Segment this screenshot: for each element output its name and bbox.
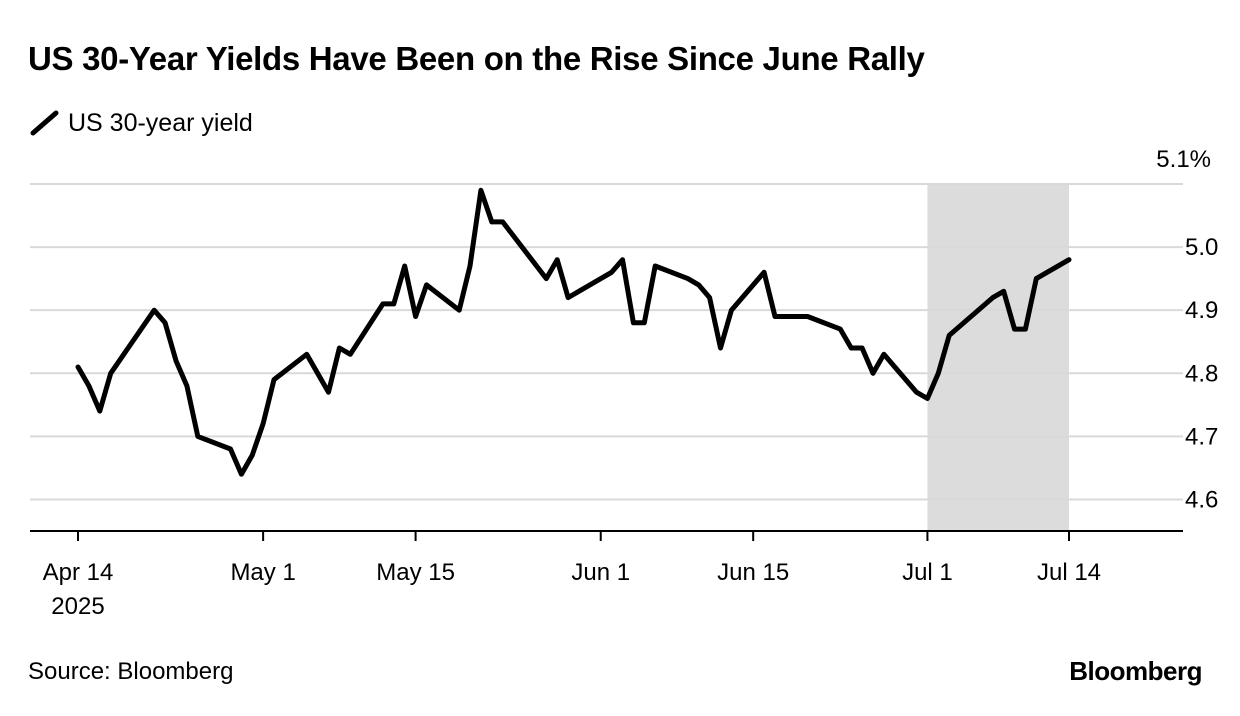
brand-logo: Bloomberg	[1069, 656, 1202, 686]
y-tick-label: 4.7	[1185, 423, 1218, 450]
line-chart: 5.1% 5.0 4.9 4.8 4.7 4.6 Apr 14 2025 May 1 May 1…	[30, 146, 1218, 620]
legend: US 30-year yield	[30, 106, 253, 140]
x-tick-label: May 15	[376, 559, 455, 586]
highlight-band	[927, 184, 1069, 531]
legend-label: US 30-year yield	[68, 108, 253, 137]
chart-title: US 30-Year Yields Have Been on the Rise …	[28, 40, 925, 77]
x-tick-label: Apr 14	[43, 559, 114, 586]
x-tick-sublabel: 2025	[51, 593, 104, 620]
x-tick-label: Jun 1	[571, 559, 630, 586]
y-tick-label: 4.6	[1185, 486, 1218, 513]
y-tick-label: 5.1%	[1156, 146, 1211, 173]
x-tick-label: Jul 14	[1037, 559, 1101, 586]
source-note: Source: Bloomberg	[28, 658, 234, 685]
x-tick-label: Jul 1	[902, 559, 953, 586]
y-tick-label: 5.0	[1185, 234, 1218, 261]
series-line	[75, 187, 1072, 477]
y-tick-label: 4.9	[1185, 297, 1218, 324]
x-tick-label: Jun 15	[717, 559, 789, 586]
legend-line-icon	[30, 106, 60, 140]
y-tick-label: 4.8	[1185, 360, 1218, 387]
x-tick-label: May 1	[230, 559, 295, 586]
